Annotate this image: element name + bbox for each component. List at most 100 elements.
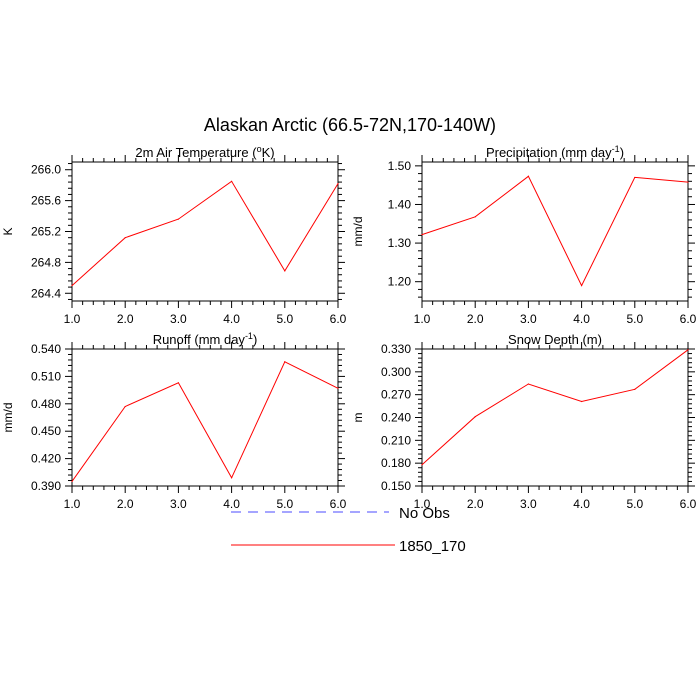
y-axis-label: K [1, 227, 15, 235]
data-point [474, 216, 476, 218]
x-tick-label: 4.0 [223, 312, 240, 326]
x-tick-label: 3.0 [170, 497, 187, 511]
y-tick-label: 0.480 [31, 397, 61, 411]
panel-title-text: Snow Depth (m) [508, 332, 602, 347]
panel-title-text: Runoff (mm day [153, 332, 246, 347]
y-tick-label: 0.540 [31, 342, 61, 356]
y-tick-label: 1.40 [388, 197, 412, 211]
legend-label-no-obs: No Obs [399, 505, 450, 522]
data-point [284, 270, 286, 272]
panel-title: 2m Air Temperature (oK) [135, 144, 274, 160]
y-axis-label: mm/d [1, 403, 15, 433]
data-point [124, 405, 126, 408]
y-tick-label: 266.0 [31, 163, 61, 177]
y-tick-label: 0.510 [31, 369, 61, 383]
x-tick-label: 4.0 [573, 312, 590, 326]
x-tick-label: 6.0 [330, 497, 347, 511]
y-tick-label: 264.4 [31, 286, 61, 300]
panel-title-text: 2m Air Temperature ( [135, 145, 257, 160]
series-line-1850_170 [421, 175, 689, 287]
y-tick-label: 1.20 [388, 275, 412, 289]
y-tick-label: 0.420 [31, 452, 61, 466]
figure-title: Alaskan Arctic (66.5-72N,170-140W) [204, 115, 496, 135]
x-tick-label: 6.0 [330, 312, 347, 326]
data-point [284, 361, 286, 363]
data-point [581, 284, 583, 287]
data-point [177, 382, 179, 384]
panel-title: Precipitation (mm day-1) [486, 144, 624, 160]
data-point [71, 284, 73, 287]
panel-title-superscript: -1 [612, 144, 620, 154]
x-tick-label: 3.0 [520, 312, 537, 326]
chart-panel-1: 2m Air Temperature (oK) K 1.0 2.0 3.0 4.0 5.0 6… [1, 144, 347, 326]
x-tick-label: 1.0 [64, 497, 81, 511]
chart-panel-4: Snow Depth (m) m 1.0 2.0 3.0 4.0 5.0 6.0 0.150 0.… [351, 332, 697, 511]
panel-title-superscript: o [257, 144, 262, 154]
x-tick-label: 5.0 [626, 312, 643, 326]
y-tick-label: 0.240 [381, 411, 411, 425]
panel-title-suffix: ) [620, 145, 624, 160]
legend: No Obs 1850_170 [231, 505, 466, 555]
y-tick-label: 1.50 [388, 159, 412, 173]
y-tick-label: 0.270 [381, 388, 411, 402]
x-tick-label: 2.0 [467, 312, 484, 326]
y-axis-label: m [351, 413, 365, 423]
panel-title-text: Precipitation (mm day [486, 145, 612, 160]
data-point [177, 218, 179, 220]
y-tick-label: 0.330 [381, 342, 411, 356]
data-point [421, 464, 423, 466]
panel-title: Snow Depth (m) [508, 332, 602, 347]
x-tick-label: 4.0 [223, 497, 240, 511]
x-tick-label: 5.0 [276, 312, 293, 326]
y-tick-label: 0.180 [381, 456, 411, 470]
data-point [71, 480, 73, 483]
x-tick-label: 1.0 [64, 312, 81, 326]
y-tick-label: 0.390 [31, 479, 61, 493]
data-point [337, 183, 339, 185]
chart-panel-2: Precipitation (mm day-1) mm/d 1.0 2.0 3.0 4.0… [351, 144, 697, 326]
x-tick-label: 2.0 [117, 497, 134, 511]
plot-frame [71, 161, 339, 302]
x-tick-label: 3.0 [520, 497, 537, 511]
data-point [124, 237, 126, 239]
x-tick-label: 1.0 [414, 497, 431, 511]
series-line-1850_170 [421, 349, 689, 466]
y-tick-label: 0.300 [381, 365, 411, 379]
x-tick-label: 6.0 [680, 312, 697, 326]
panel-title-superscript: -1 [245, 331, 253, 341]
y-tick-label: 0.150 [381, 479, 411, 493]
data-point [337, 387, 339, 389]
data-point [527, 383, 530, 385]
data-point [687, 181, 689, 183]
y-axis-label: mm/d [351, 217, 365, 247]
panel-title-suffix: ) [253, 332, 257, 347]
y-tick-label: 1.30 [388, 236, 412, 250]
data-point [474, 416, 476, 418]
x-tick-label: 1.0 [414, 312, 431, 326]
series-line-1850_170 [71, 180, 339, 286]
plot-frame [71, 348, 339, 487]
plot-frame [421, 161, 689, 302]
data-point [527, 175, 530, 177]
y-tick-label: 0.210 [381, 433, 411, 447]
panel-title-suffix: K) [262, 145, 275, 160]
y-tick-label: 265.2 [31, 225, 61, 239]
legend-label-1850-170: 1850_170 [399, 538, 466, 555]
y-tick-label: 265.6 [31, 194, 61, 208]
y-tick-label: 264.8 [31, 255, 61, 269]
panel-title: Runoff (mm day-1) [153, 331, 258, 347]
series-line-1850_170 [71, 361, 339, 482]
chart-panel-3: Runoff (mm day-1) mm/d 1.0 2.0 3.0 4.0 5.0 6.0 0… [1, 331, 347, 511]
data-point [581, 400, 583, 403]
y-tick-label: 0.450 [31, 424, 61, 438]
data-point [687, 349, 689, 351]
x-tick-label: 5.0 [626, 497, 643, 511]
x-tick-label: 6.0 [680, 497, 697, 511]
data-point [634, 388, 636, 390]
data-point [231, 180, 233, 182]
x-tick-label: 5.0 [276, 497, 293, 511]
x-tick-label: 2.0 [467, 497, 484, 511]
data-point [421, 233, 423, 236]
x-tick-label: 4.0 [573, 497, 590, 511]
data-point [231, 477, 233, 479]
